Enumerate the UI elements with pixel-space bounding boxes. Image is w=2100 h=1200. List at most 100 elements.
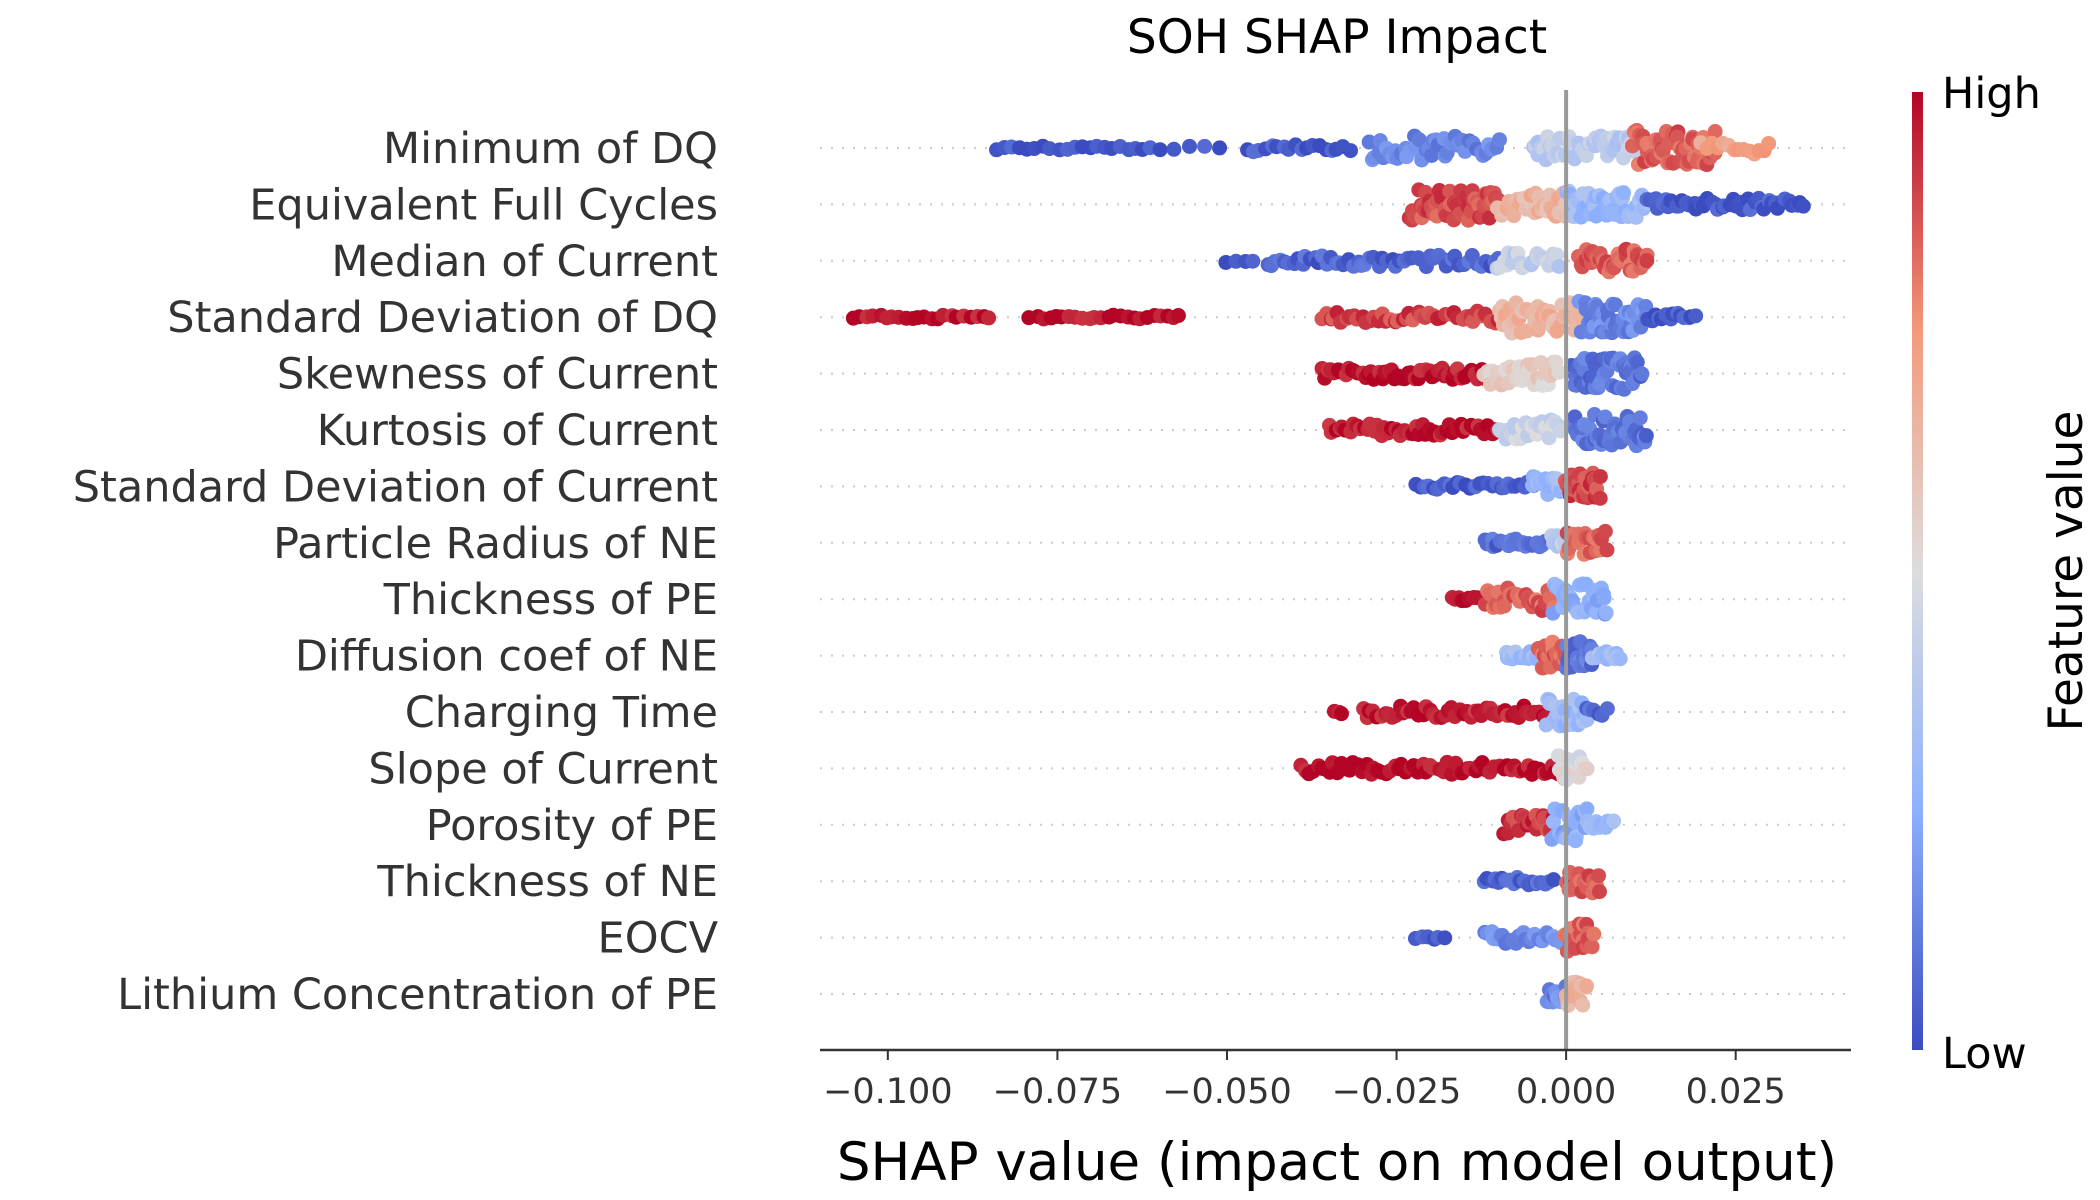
x-axis-label: SHAP value (impact on model output) [837, 1132, 1837, 1193]
shap-point [1568, 833, 1584, 849]
shap-point [1634, 366, 1650, 382]
shap-point [1492, 132, 1508, 148]
feature-point-group [845, 293, 1704, 341]
x-tick-label: −0.025 [1332, 1072, 1462, 1112]
shap-point [1639, 253, 1655, 269]
shap-point [1586, 926, 1602, 942]
shap-point [1541, 430, 1557, 446]
shap-point [1578, 978, 1594, 994]
x-tick-label: 0.000 [1516, 1072, 1616, 1112]
shap-point [1197, 138, 1213, 154]
shap-point [1615, 185, 1631, 201]
shap-point [1607, 297, 1623, 313]
shap-point [1591, 884, 1607, 900]
feature-point-group [1444, 576, 1614, 622]
shap-point [1546, 814, 1562, 830]
shap-point [1795, 198, 1811, 214]
shap-point [1551, 364, 1567, 380]
feature-label: Thickness of PE [383, 575, 718, 625]
feature-point-group [1408, 465, 1608, 506]
feature-label: Standard Deviation of Current [73, 462, 718, 512]
feature-point-group [1499, 634, 1628, 676]
shap-point [1575, 997, 1591, 1013]
shap-point [1533, 354, 1549, 370]
feature-point-group [1496, 801, 1622, 849]
shap-point [1606, 813, 1622, 829]
shap-point [1333, 706, 1349, 722]
shap-point [1592, 469, 1608, 485]
shap-point [1166, 141, 1182, 157]
colorbar-high-label: High [1942, 69, 2041, 119]
feature-label: Kurtosis of Current [317, 406, 718, 456]
feature-label: EOCV [598, 914, 719, 964]
shap-point [1442, 183, 1458, 199]
colorbar [1912, 92, 1923, 1050]
feature-label: Standard Deviation of DQ [167, 293, 718, 343]
x-tick-label: −0.075 [993, 1072, 1123, 1112]
shap-point [1599, 701, 1615, 717]
feature-label: Particle Radius of NE [273, 519, 718, 569]
shap-point [1632, 410, 1648, 426]
feature-label: Minimum of DQ [383, 124, 718, 174]
feature-point-group [1407, 916, 1602, 959]
shap-point [1599, 542, 1615, 558]
feature-point-group [1326, 691, 1615, 734]
feature-point-group [1477, 523, 1615, 562]
shap-point [1170, 308, 1186, 324]
shap-point [1629, 354, 1645, 370]
x-tick-label: −0.050 [1162, 1072, 1292, 1112]
shap-point [981, 310, 997, 326]
feature-point-group [1401, 182, 1811, 228]
x-tick-label: 0.025 [1686, 1072, 1786, 1112]
shap-point [1245, 253, 1261, 269]
shap-point [1579, 148, 1595, 164]
shap-point [1182, 138, 1198, 154]
shap-point [1584, 938, 1600, 954]
feature-label: Skewness of Current [277, 350, 718, 400]
colorbar-low-label: Low [1942, 1029, 2027, 1079]
feature-label: Diffusion coef of NE [295, 632, 718, 682]
shap-point [1688, 308, 1704, 324]
shap-point [1579, 761, 1595, 777]
feature-point-group [1293, 748, 1595, 788]
shap-point [1361, 134, 1377, 150]
feature-label: Median of Current [331, 237, 718, 287]
shap-point [1579, 801, 1595, 817]
shap-point [1549, 247, 1565, 263]
feature-label: Equivalent Full Cycles [249, 180, 718, 230]
feature-label: Thickness of NE [376, 857, 718, 907]
shap-point [1212, 140, 1228, 156]
feature-point-group [1476, 864, 1607, 901]
shap-point [1591, 868, 1607, 884]
feature-label: Charging Time [405, 688, 718, 738]
x-tick-label: −0.100 [823, 1072, 953, 1112]
shap-point [1437, 930, 1453, 946]
colorbar-title: Feature value [2039, 411, 2094, 732]
x-axis-ticks: −0.100 −0.075 −0.050 −0.025 0.000 0.025 [823, 1050, 1786, 1112]
shap-point [1597, 523, 1613, 539]
feature-label: Slope of Current [368, 744, 718, 794]
feature-label: Porosity of PE [426, 801, 718, 851]
shap-point [1707, 123, 1723, 139]
feature-point-group [989, 122, 1777, 173]
shap-point [1761, 136, 1777, 152]
shap-point [1638, 428, 1654, 444]
feature-point-group [1314, 350, 1650, 397]
shap-point [1496, 598, 1512, 614]
feature-label: Lithium Concentration of PE [117, 970, 718, 1020]
shap-point [1592, 490, 1608, 506]
shap-point [1598, 605, 1614, 621]
shap-point [1343, 143, 1359, 159]
shap-point [1152, 142, 1168, 158]
shap-point [1551, 258, 1567, 274]
shap-point [1596, 590, 1612, 606]
shap-points [845, 122, 1811, 1013]
feature-rows [820, 147, 1851, 995]
shap-point [1580, 419, 1596, 435]
shap-point [1481, 210, 1497, 226]
chart-title: SOH SHAP Impact [1127, 10, 1547, 65]
feature-point-group [1218, 241, 1655, 280]
feature-labels: Minimum of DQ Equivalent Full Cycles Media… [73, 124, 719, 1020]
shap-point [1612, 651, 1628, 667]
